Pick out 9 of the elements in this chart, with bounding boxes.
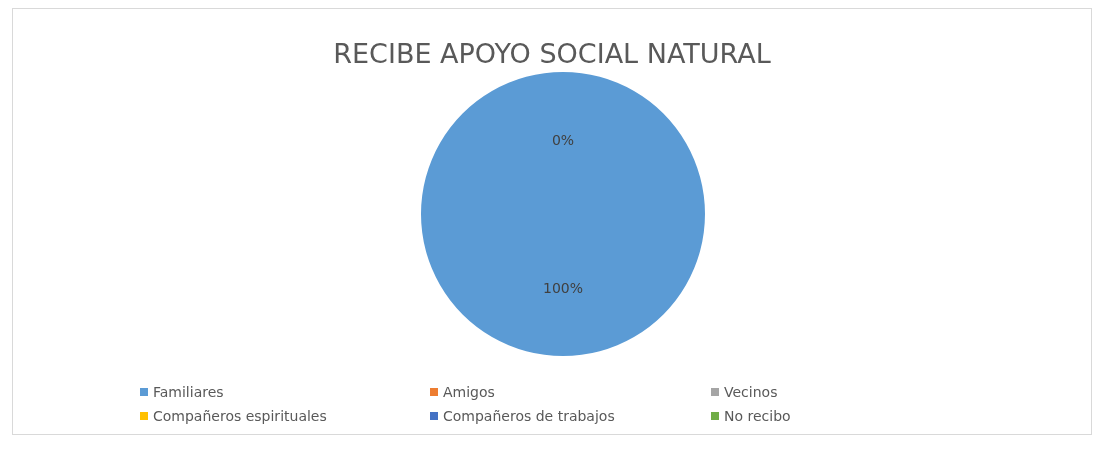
legend-label: No recibo [724,408,791,424]
legend-label: Familiares [153,384,224,400]
chart-title: RECIBE APOYO SOCIAL NATURAL [333,38,771,69]
text: 0% [551,132,575,148]
data-label: 100% [542,280,584,296]
legend-label: Compañeros de trabajos [443,408,615,424]
legend-label: Amigos [443,384,495,400]
legend-label: Compañeros espirituales [153,408,327,424]
legend-label: Vecinos [724,384,778,400]
